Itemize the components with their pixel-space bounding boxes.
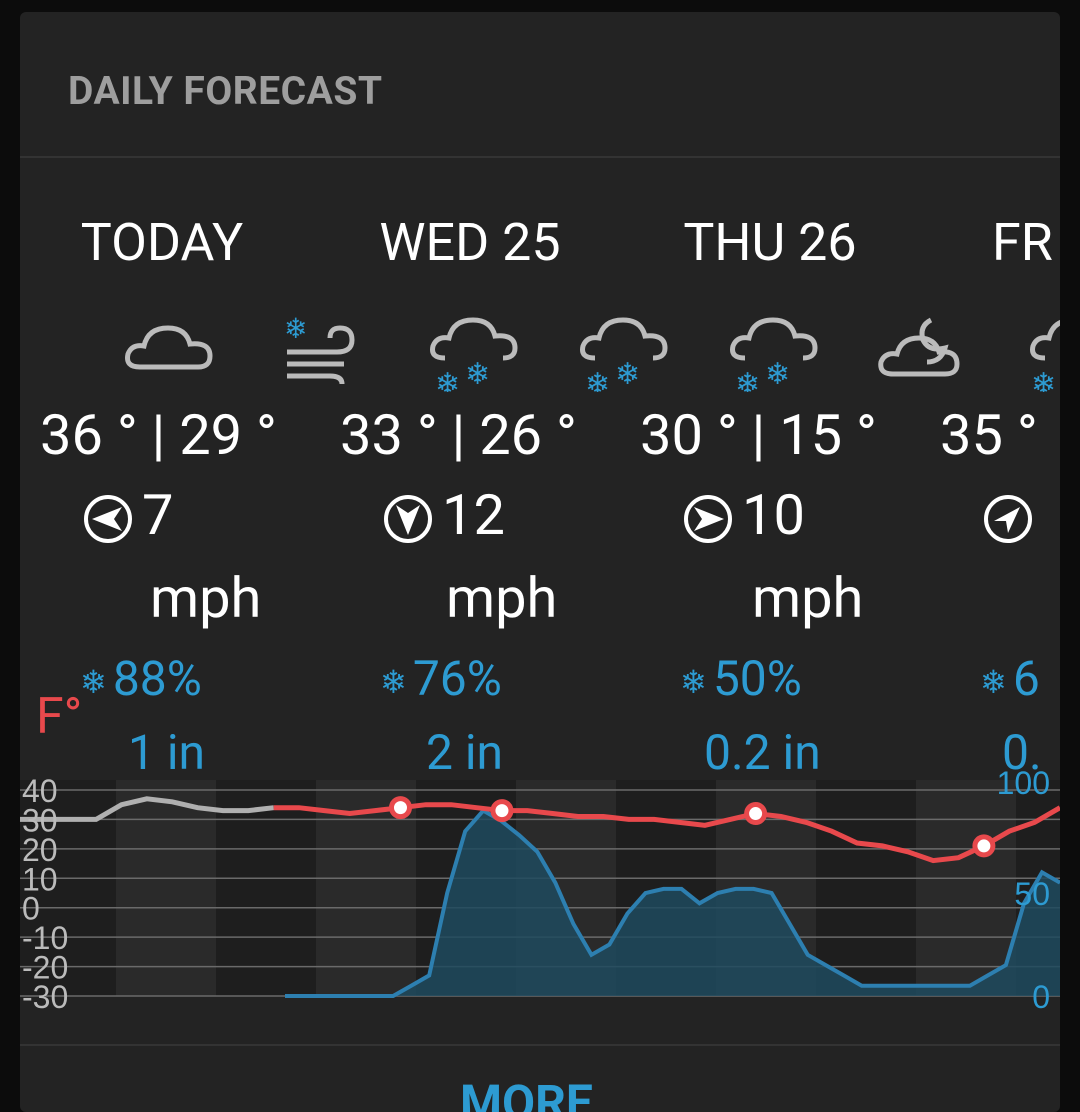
svg-text:❄: ❄	[435, 367, 460, 392]
svg-text:❄: ❄	[465, 357, 490, 392]
precip-line	[285, 808, 1060, 998]
svg-text:❄: ❄	[735, 367, 760, 392]
snow-cloud-icon: ❄ ❄	[730, 317, 818, 392]
temperature-unit-label: F°	[36, 688, 83, 746]
divider	[20, 156, 1060, 158]
svg-text:❄: ❄	[615, 357, 640, 392]
y2-tick-label: 100	[997, 765, 1050, 801]
wind-speed	[982, 482, 1042, 548]
wind-unit: mph	[752, 565, 864, 631]
chart-band	[116, 780, 216, 996]
temperature-range: 36 ° | 29 °	[40, 402, 277, 468]
wind-speed: 7	[82, 482, 173, 548]
precip-chance: ❄ 50%	[680, 650, 802, 707]
precip-chance: ❄ 76%	[380, 650, 502, 707]
temp-past-line	[20, 796, 274, 822]
wind-speed: 12	[382, 482, 505, 548]
y2-tick-label: 50	[1014, 876, 1050, 912]
chart-band	[916, 780, 1016, 996]
temperature-range: 35 °	[940, 402, 1038, 468]
precip-area	[285, 810, 1060, 996]
snow-cloud-icon: ❄	[1030, 319, 1060, 392]
wind-direction-icon	[84, 495, 132, 544]
precip-amount: 0.	[1002, 724, 1042, 781]
precip-amount: 1 in	[128, 724, 206, 781]
temp-marker	[744, 802, 768, 826]
temp-marker	[972, 834, 996, 858]
wind-direction-icon	[384, 495, 432, 544]
svg-text:❄: ❄	[284, 312, 307, 345]
temp-marker	[490, 799, 514, 823]
partly-cloudy-night-icon	[878, 317, 960, 377]
more-button[interactable]: MORE	[460, 1074, 593, 1112]
precip-amount: 0.2 in	[704, 724, 821, 781]
section-title: DAILY FORECAST	[68, 68, 383, 114]
day-label[interactable]: THU 26	[683, 212, 857, 273]
wind-speed: 10	[682, 482, 805, 548]
wind-unit: mph	[446, 565, 558, 631]
temperature-range: 30 ° | 15 °	[640, 402, 877, 468]
chart-band	[816, 780, 916, 996]
y-tick-label: 0	[22, 891, 40, 927]
snowflake-icon: ❄	[680, 663, 707, 702]
snowflake-icon: ❄	[980, 663, 1007, 702]
cloud-icon	[125, 325, 213, 370]
divider	[20, 1044, 1060, 1046]
day-label[interactable]: FR	[992, 212, 1053, 273]
y-tick-label: 20	[22, 832, 58, 868]
svg-text:❄: ❄	[585, 367, 610, 392]
y-tick-label: 10	[22, 861, 58, 897]
snowflake-icon: ❄	[80, 663, 107, 702]
chart-band	[216, 780, 316, 996]
wind-direction-icon	[984, 495, 1032, 544]
y-tick-label: -20	[22, 950, 68, 986]
snow-wind-icon: ❄	[284, 312, 355, 385]
wind-direction-icon	[684, 495, 732, 544]
y2-tick-label: 0	[1032, 979, 1050, 1010]
svg-text:❄: ❄	[765, 357, 790, 392]
precip-amount: 2 in	[426, 724, 504, 781]
y-tick-label: 40	[22, 773, 58, 809]
y-tick-label: 30	[22, 802, 58, 838]
temp-marker	[388, 796, 412, 820]
snow-cloud-icon: ❄ ❄	[580, 317, 668, 392]
precip-chance: ❄ 6	[980, 650, 1040, 707]
day-label[interactable]: WED 25	[379, 212, 561, 273]
daily-forecast-card: DAILY FORECAST TODAY WED 25 THU 26 FR ❄ …	[20, 12, 1060, 1112]
temperature-range: 33 ° | 26 °	[340, 402, 577, 468]
y-tick-label: -30	[22, 979, 68, 1010]
snow-cloud-icon: ❄ ❄	[430, 317, 518, 392]
y-tick-label: -10	[22, 920, 68, 956]
snowflake-icon: ❄	[380, 663, 407, 702]
day-label[interactable]: TODAY	[80, 212, 244, 273]
wind-unit: mph	[150, 565, 262, 631]
precip-chance: ❄ 88%	[80, 650, 202, 707]
svg-text:❄: ❄	[1031, 367, 1056, 392]
